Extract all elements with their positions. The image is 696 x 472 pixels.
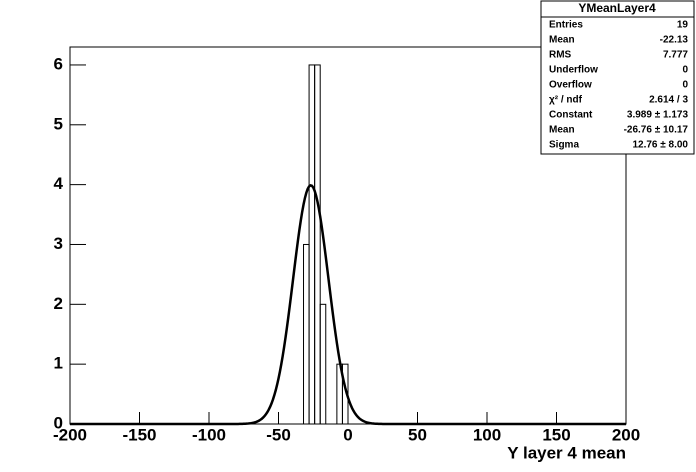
stats-label: RMS [549,50,572,61]
fit-curve [70,183,626,426]
x-tick-label: -200 [53,425,87,444]
y-tick-label: 0 [54,413,63,432]
y-tick-label: 1 [54,354,63,373]
stats-label: Entries [549,20,583,31]
y-tick-label: 6 [54,54,63,73]
y-tick-label: 2 [54,294,63,313]
stats-value: -22.13 [660,35,689,46]
histogram-bar [319,303,327,425]
y-tick-label: 5 [54,114,63,133]
stats-label: Mean [549,35,575,46]
stats-value: 7.777 [663,50,688,61]
y-tick-label: 4 [54,174,64,193]
x-tick-label: 200 [612,425,640,444]
x-tick-label: 0 [343,425,352,444]
x-tick-label: 100 [473,425,501,444]
stats-value: 19 [677,20,689,31]
stats-label: Sigma [549,140,579,151]
stats-box [540,0,695,155]
stats-value: 2.614 / 3 [649,95,688,106]
stats-label: Mean [549,125,575,136]
stats-label: Underflow [549,65,598,76]
stats-label: Overflow [549,80,592,91]
stats-value: 3.989 ± 1.173 [627,110,689,121]
stats-value: 0 [682,65,688,76]
x-tick-label: -150 [122,425,156,444]
x-tick-label: -50 [266,425,291,444]
stats-value: -26.76 ± 10.17 [624,125,689,136]
stats-label: χ² / ndf [549,95,583,106]
histogram-bar [314,64,321,425]
stats-value: 0 [682,80,688,91]
stats-title: YMeanLayer4 [578,1,656,15]
stats-label: Constant [549,110,593,121]
x-tick-label: 50 [408,425,427,444]
x-tick-label: 150 [542,425,570,444]
y-tick-label: 3 [54,234,63,253]
x-tick-label: -100 [192,425,226,444]
x-axis-label: Y layer 4 mean [507,443,626,462]
stats-value: 12.76 ± 8.00 [632,140,688,151]
